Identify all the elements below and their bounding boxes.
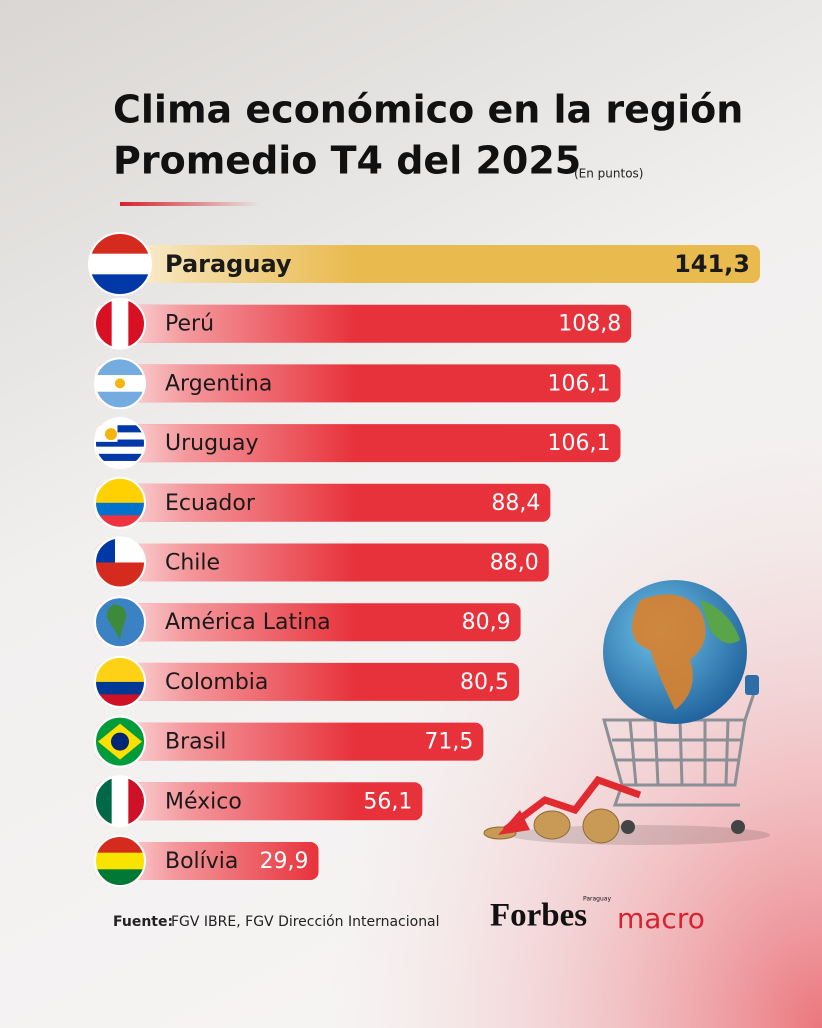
flag-rim	[94, 655, 146, 708]
value-label: 88,4	[491, 491, 540, 516]
flag-rim	[94, 357, 146, 410]
value-label: 141,3	[674, 250, 750, 278]
category-label: Bolívia	[165, 849, 238, 874]
flag-stripe	[95, 418, 145, 426]
bar-shade	[95, 722, 355, 761]
flag-rim	[94, 835, 146, 887]
flag-stripe	[95, 502, 145, 516]
flag	[94, 835, 146, 887]
brand: Forbes	[490, 898, 587, 934]
bar-shade	[95, 364, 355, 403]
category-label: Perú	[165, 312, 214, 337]
flag-stripe	[89, 233, 151, 255]
category-label: Brasil	[165, 730, 226, 755]
flag-rim	[94, 596, 146, 649]
value-label: 108,8	[558, 312, 621, 337]
flag-rim	[94, 476, 146, 529]
flag	[94, 775, 146, 828]
flag-stripe	[95, 439, 145, 448]
category-label: Ecuador	[165, 491, 256, 516]
flag-sun	[115, 378, 125, 389]
flag	[94, 476, 146, 529]
flag-rim	[94, 297, 146, 350]
bar-shade	[95, 842, 319, 880]
flag-stripe	[95, 852, 145, 870]
value-label: 106,1	[548, 371, 611, 396]
flag-stripe	[95, 432, 145, 441]
subtitle: Promedio T4 del 2025	[113, 139, 581, 183]
flag	[94, 357, 146, 410]
category-label: Uruguay	[165, 431, 259, 456]
flag-rim	[88, 232, 152, 296]
flag	[88, 232, 152, 296]
source: FGV IBRE, FGV Dirección Internacional	[171, 914, 440, 930]
flag-stripe	[95, 453, 145, 462]
flag-stripe	[95, 460, 145, 469]
source-label: Fuente:	[113, 914, 173, 930]
flag	[94, 715, 146, 768]
brand-region: Paraguay	[583, 896, 611, 903]
flag-stripes	[95, 716, 145, 767]
flag	[94, 596, 146, 649]
flag	[94, 417, 146, 470]
unit: (En puntos)	[574, 167, 644, 181]
flag	[94, 297, 146, 350]
bar-shade	[95, 483, 355, 522]
illustration	[483, 580, 770, 845]
flag-stripe	[95, 446, 145, 455]
flag-stripe	[111, 298, 129, 349]
bar-shade	[95, 304, 355, 343]
flag-continent	[106, 604, 127, 641]
value-label: 80,9	[462, 610, 511, 635]
underline	[120, 202, 260, 206]
flag-stripe	[95, 669, 145, 683]
flag	[94, 655, 146, 708]
bar-shade	[95, 603, 355, 642]
flag-rim	[94, 536, 146, 589]
flag-stripe	[95, 425, 145, 433]
bar-shade	[95, 662, 355, 701]
flag-sun	[105, 428, 117, 441]
flag-rim	[94, 775, 146, 828]
bar-shade	[95, 543, 355, 582]
flag-globe	[111, 732, 129, 751]
category-label: México	[165, 789, 242, 814]
category-label: Colombia	[165, 670, 268, 695]
bar-shade	[95, 782, 355, 821]
value-label: 56,1	[363, 789, 412, 814]
flag-rim	[94, 715, 146, 768]
flag-rim	[94, 417, 146, 470]
value-label: 29,9	[260, 849, 309, 874]
value-label: 106,1	[548, 431, 611, 456]
category-label: Paraguay	[165, 250, 292, 278]
category-label: Argentina	[165, 371, 272, 396]
flag-stripe	[95, 490, 145, 504]
flag	[94, 536, 146, 589]
value-label: 80,5	[460, 670, 509, 695]
category-label: Chile	[165, 551, 220, 576]
flag-stripe	[89, 253, 151, 275]
flag-stripe	[111, 776, 129, 827]
value-label: 71,5	[424, 730, 473, 755]
flag-stripe	[95, 681, 145, 695]
title: Clima económico en la región	[113, 88, 743, 132]
bar-shade	[95, 424, 355, 463]
value-label: 88,0	[490, 551, 539, 576]
category-label: América Latina	[165, 610, 331, 635]
brand-section: macro	[617, 902, 705, 935]
bar-shade	[95, 245, 355, 283]
flag-stripes	[95, 597, 145, 648]
